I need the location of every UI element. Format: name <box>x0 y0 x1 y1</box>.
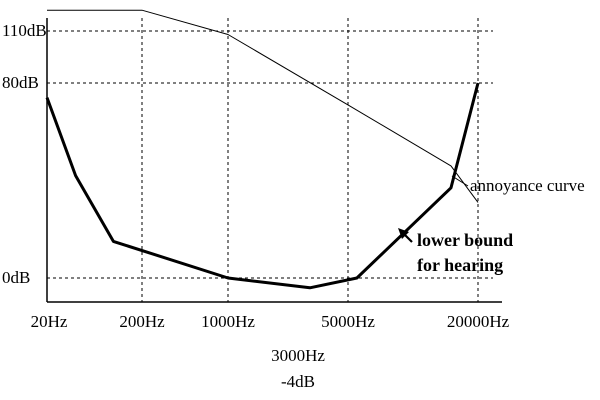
x-tick-label-5000Hz: 5000Hz <box>321 312 375 331</box>
lower-bound-label-line1: lower bound <box>417 230 513 250</box>
y-tick-label-0dB: 0dB <box>2 268 30 287</box>
lower-bound-arrowhead <box>398 228 409 239</box>
annoyance-pointer-line <box>451 175 469 187</box>
annoyance-curve-line <box>47 9 479 203</box>
y-tick-label-110dB: 110dB <box>2 21 47 40</box>
annoyance-curve-label: annoyance curve <box>470 176 585 195</box>
min-level-label: -4dB <box>281 372 315 391</box>
series-lines <box>45 9 480 290</box>
axes <box>46 18 502 303</box>
grid-lines <box>47 18 493 302</box>
lower-bound-hearing-curve <box>45 82 480 290</box>
lower-bound-label-line2: for hearing <box>417 255 503 275</box>
x-tick-label-1000Hz: 1000Hz <box>201 312 255 331</box>
tick-labels: 20Hz 200Hz 1000Hz 5000Hz 20000Hz 110dB 80dB 0dB <box>2 21 510 331</box>
x-tick-label-20000Hz: 20000Hz <box>447 312 510 331</box>
y-tick-label-80dB: 80dB <box>2 73 39 92</box>
x-tick-label-200Hz: 200Hz <box>119 312 165 331</box>
min-frequency-label: 3000Hz <box>271 346 325 365</box>
x-tick-label-20Hz: 20Hz <box>31 312 68 331</box>
